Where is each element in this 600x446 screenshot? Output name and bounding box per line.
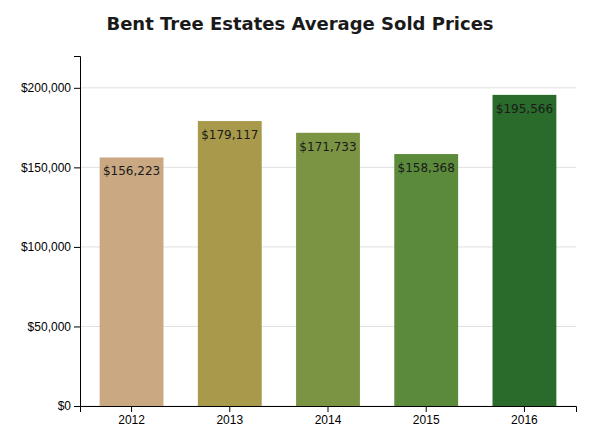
tick-label: $200,000	[21, 81, 71, 95]
tick-label: $150,000	[21, 161, 71, 175]
bar	[394, 154, 458, 406]
tick-label: 2012	[118, 413, 145, 427]
tick-label: 2016	[511, 413, 538, 427]
tick-mark	[74, 88, 80, 89]
axis-line	[81, 407, 577, 413]
x-tick: 2013	[216, 406, 243, 427]
tick-mark	[74, 247, 80, 248]
tick-mark	[74, 326, 80, 327]
tick-mark	[74, 406, 80, 407]
x-axis: 2012 2013 2014 2015 2016	[81, 406, 577, 427]
bar	[198, 121, 262, 406]
y-tick: $150,000	[21, 161, 80, 175]
x-tick: 2014	[315, 406, 342, 427]
tick-label: $0	[58, 399, 72, 413]
tick-label: 2013	[216, 413, 243, 427]
grid-line	[80, 87, 576, 88]
tick-mark	[229, 406, 230, 412]
tick-label: 2014	[315, 413, 342, 427]
data-label: $156,223	[103, 164, 160, 178]
data-labels: $156,223 $179,117 $171,733 $158,368 $195,566	[103, 102, 553, 179]
chart-container: $156,223 $179,117 $171,733 $158,368 $195,566…	[0, 0, 600, 446]
x-tick: 2012	[118, 406, 145, 427]
data-label: $171,733	[299, 140, 356, 154]
axis-line	[74, 57, 81, 407]
tick-label: $50,000	[28, 320, 72, 334]
data-label: $179,117	[201, 128, 258, 142]
tick-mark	[131, 406, 132, 412]
tick-label: 2015	[413, 413, 440, 427]
bars	[100, 95, 557, 406]
tick-mark	[426, 406, 427, 412]
tick-mark	[74, 167, 80, 168]
y-tick: $0	[58, 399, 80, 413]
chart-svg: $156,223 $179,117 $171,733 $158,368 $195,566…	[0, 0, 600, 446]
bar	[493, 95, 557, 406]
tick-mark	[524, 406, 525, 412]
data-label: $158,368	[398, 161, 455, 175]
x-tick: 2016	[511, 406, 538, 427]
y-tick: $100,000	[21, 240, 80, 254]
y-axis: $0 $50,000 $100,000 $150,000 $200,000	[21, 57, 81, 414]
data-label: $195,566	[496, 102, 553, 116]
chart-title: Bent Tree Estates Average Sold Prices	[106, 13, 493, 34]
tick-mark	[328, 406, 329, 412]
bar	[296, 133, 360, 406]
x-tick: 2015	[413, 406, 440, 427]
y-tick: $200,000	[21, 81, 80, 95]
tick-label: $100,000	[21, 240, 71, 254]
plot-area: $156,223 $179,117 $171,733 $158,368 $195,566…	[21, 57, 577, 427]
bar	[100, 157, 164, 406]
grid	[80, 88, 576, 406]
y-tick: $50,000	[28, 320, 80, 334]
